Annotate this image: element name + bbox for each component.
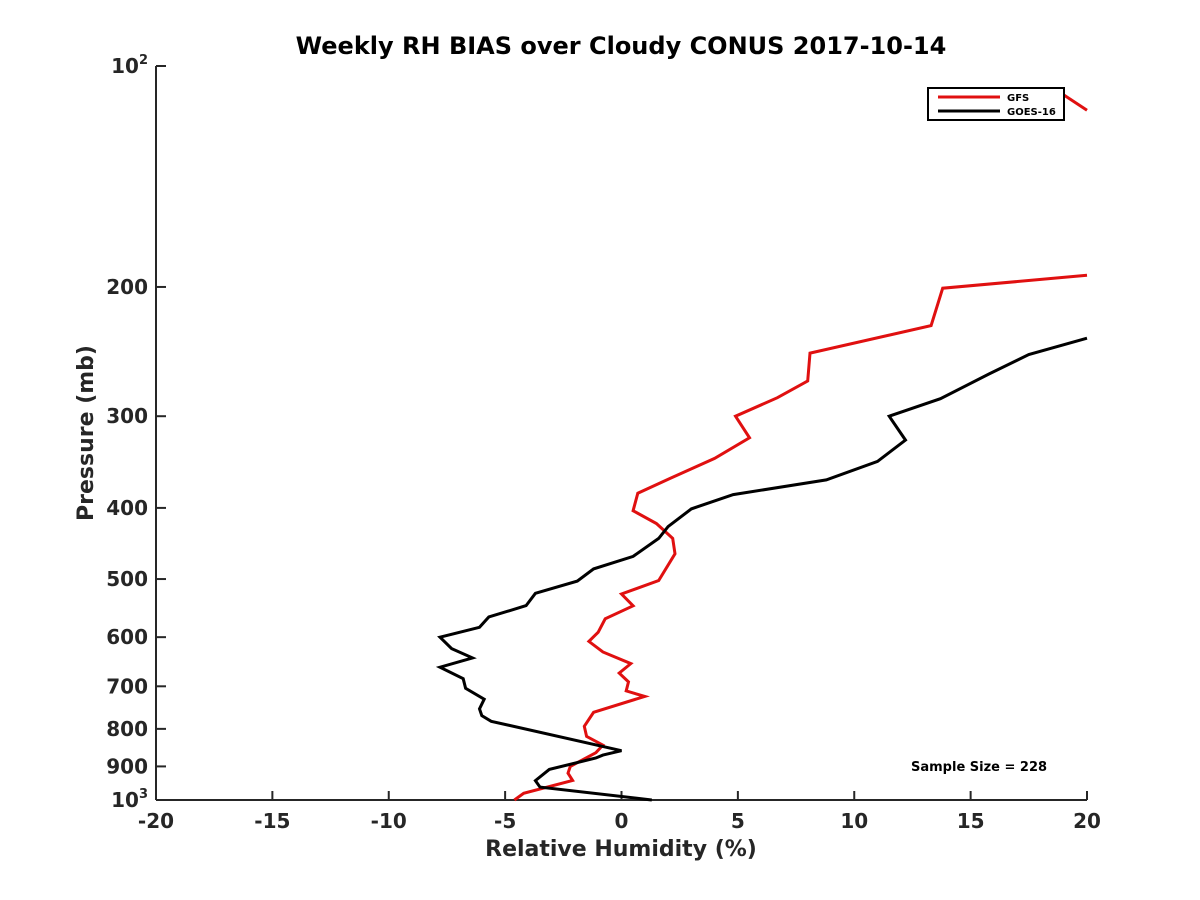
y-tick-label: 900 [106, 754, 148, 778]
series-line-gfs [513, 273, 1088, 802]
x-tick-label: -15 [254, 809, 290, 833]
y-tick-label: 500 [106, 567, 148, 591]
x-tick-label: 20 [1073, 809, 1101, 833]
y-tick-label: 800 [106, 717, 148, 741]
x-tick-label: -5 [494, 809, 516, 833]
x-tick-label: 0 [615, 809, 629, 833]
x-tick-label: -10 [371, 809, 407, 833]
y-tick-label: 600 [106, 625, 148, 649]
series-line-goes16 [435, 336, 1088, 802]
sample-size-annotation: Sample Size = 228 [911, 760, 1047, 775]
legend-box [927, 87, 1065, 121]
plot-area [155, 66, 1087, 801]
legend: GFS GOES-16 [927, 87, 1065, 121]
y-tick-label: 102 [111, 53, 148, 78]
y-tick-label: 300 [106, 404, 148, 428]
legend-label-gfs: GFS [1007, 93, 1029, 104]
y-axis-ticks: 102 200 300 400 500 600 700 800 900 103 [106, 53, 166, 812]
y-tick-label: 400 [106, 496, 148, 520]
x-tick-label: 15 [957, 809, 985, 833]
y-tick-label: 700 [106, 674, 148, 698]
x-axis-label: Relative Humidity (%) [485, 837, 757, 862]
series-layer [435, 87, 1088, 802]
legend-label-goes16: GOES-16 [1007, 107, 1056, 118]
y-tick-label: 200 [106, 275, 148, 299]
x-tick-label: 5 [731, 809, 745, 833]
x-axis-ticks: -20 -15 -10 -5 0 5 10 15 20 [138, 791, 1101, 833]
chart-title: Weekly RH BIAS over Cloudy CONUS 2017-10… [296, 32, 947, 60]
x-tick-label: 10 [840, 809, 868, 833]
x-tick-label: -20 [138, 809, 174, 833]
y-axis-label: Pressure (mb) [74, 345, 99, 521]
y-tick-label: 103 [111, 787, 148, 812]
